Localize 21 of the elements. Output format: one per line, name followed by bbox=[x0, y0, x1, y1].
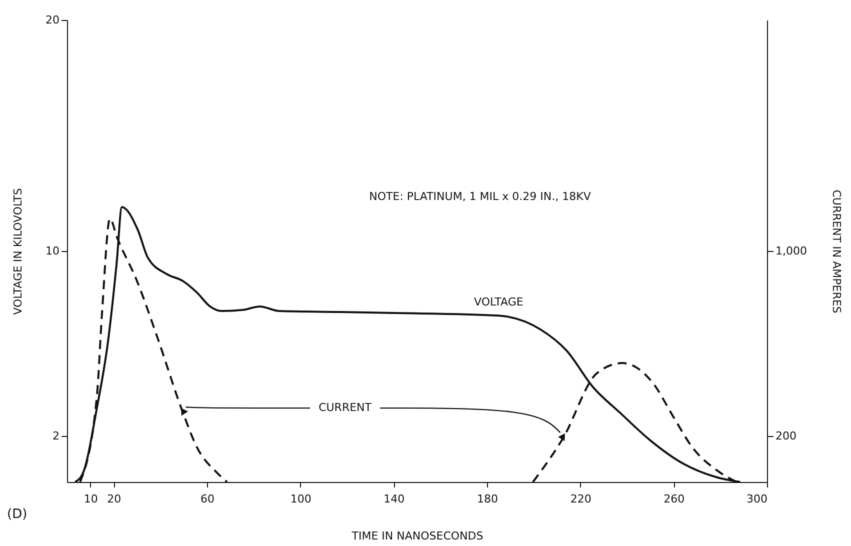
text: (D) bbox=[7, 507, 28, 522]
x-axis-title: TIME IN NANOSECONDS bbox=[350, 530, 484, 542]
y-tick-label: 20 bbox=[46, 14, 60, 26]
y-tick-label: 2 bbox=[52, 429, 60, 442]
x-tick-label: 60 bbox=[200, 492, 214, 506]
y2-tick-label: 200 bbox=[776, 429, 796, 442]
y2-tick-label: 1,000 bbox=[776, 244, 807, 258]
y2-axis-title: CURRENT IN AMPERES bbox=[830, 190, 843, 314]
y-axis-title: VOLTAGE IN KILOVOLTS bbox=[12, 188, 25, 315]
x-tick-label: 100 bbox=[290, 492, 312, 506]
x-tick-label: 140 bbox=[384, 492, 405, 506]
x-tick-label: 180 bbox=[477, 492, 498, 506]
y-tick-label: 10 bbox=[46, 244, 60, 258]
x-tick-label: 260 bbox=[664, 492, 685, 506]
x-tick-label: 300 bbox=[746, 492, 768, 506]
x-tick-label: 10 bbox=[84, 492, 98, 506]
x-tick-label: 20 bbox=[107, 492, 122, 506]
text: CURRENT bbox=[318, 401, 372, 414]
series-label: VOLTAGE bbox=[474, 296, 524, 309]
annotation: NOTE: PLATINUM, 1 MIL x 0.29 IN., 18KV bbox=[369, 190, 592, 203]
x-tick-label: 220 bbox=[570, 492, 592, 506]
